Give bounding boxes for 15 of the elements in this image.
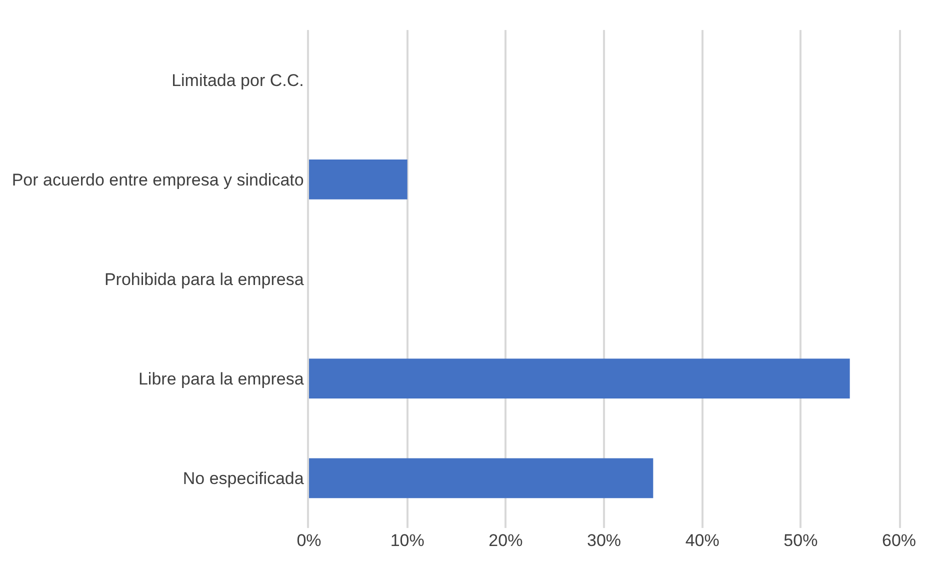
y-tick-label: Por acuerdo entre empresa y sindicato	[12, 170, 304, 190]
bar	[309, 458, 654, 498]
x-tick-label: 10%	[390, 531, 424, 550]
x-tick-label: 0%	[296, 531, 322, 550]
bar	[309, 358, 850, 399]
y-tick-label: No especificada	[182, 469, 304, 488]
x-tick-label: 20%	[488, 531, 523, 550]
bar	[309, 159, 408, 200]
y-tick-label: Prohibida para la empresa	[104, 270, 304, 289]
y-tick-label: Libre para la empresa	[138, 370, 304, 389]
x-tick-label: 40%	[685, 531, 720, 550]
x-tick-label: 50%	[784, 531, 818, 550]
x-tick-label: 30%	[586, 531, 622, 550]
y-tick-label: Limitada por C.C.	[172, 70, 304, 90]
x-tick-label: 60%	[882, 531, 916, 550]
